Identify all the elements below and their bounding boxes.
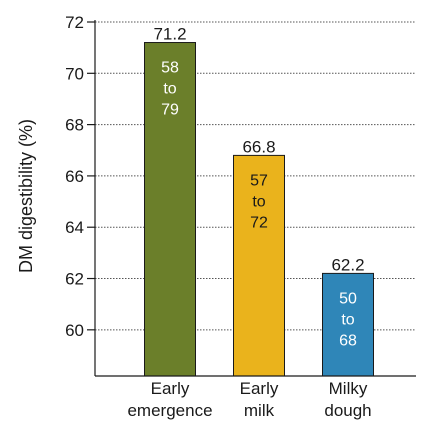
category-label: Milky dough <box>324 379 371 420</box>
y-tick-label: 64 <box>65 218 84 237</box>
range-label: 50 to 68 <box>339 290 357 349</box>
labels: 60 62 64 66 68 70 72 71.2 58 to 79 Early emergence 66… <box>65 13 372 420</box>
value-label: 62.2 <box>331 255 364 274</box>
bar <box>233 154 285 377</box>
category-label: Early milk <box>240 379 279 420</box>
bar <box>322 272 374 377</box>
y-axis-title: DM digestibility (%) <box>16 119 36 273</box>
range-label: 57 to 72 <box>250 172 268 231</box>
y-tick-label: 68 <box>65 116 84 135</box>
y-tick-label: 72 <box>65 13 84 32</box>
value-label: 71.2 <box>153 25 186 44</box>
y-tick-label: 66 <box>65 167 84 186</box>
bar <box>144 42 196 377</box>
category-label: Early emergence <box>127 379 212 420</box>
axes <box>87 20 416 377</box>
value-label: 66.8 <box>242 137 275 156</box>
y-tick-label: 70 <box>65 64 84 83</box>
y-tick-label: 60 <box>65 321 84 340</box>
y-tick-label: 62 <box>65 270 84 289</box>
range-label: 58 to 79 <box>161 60 179 119</box>
bars <box>144 42 374 377</box>
